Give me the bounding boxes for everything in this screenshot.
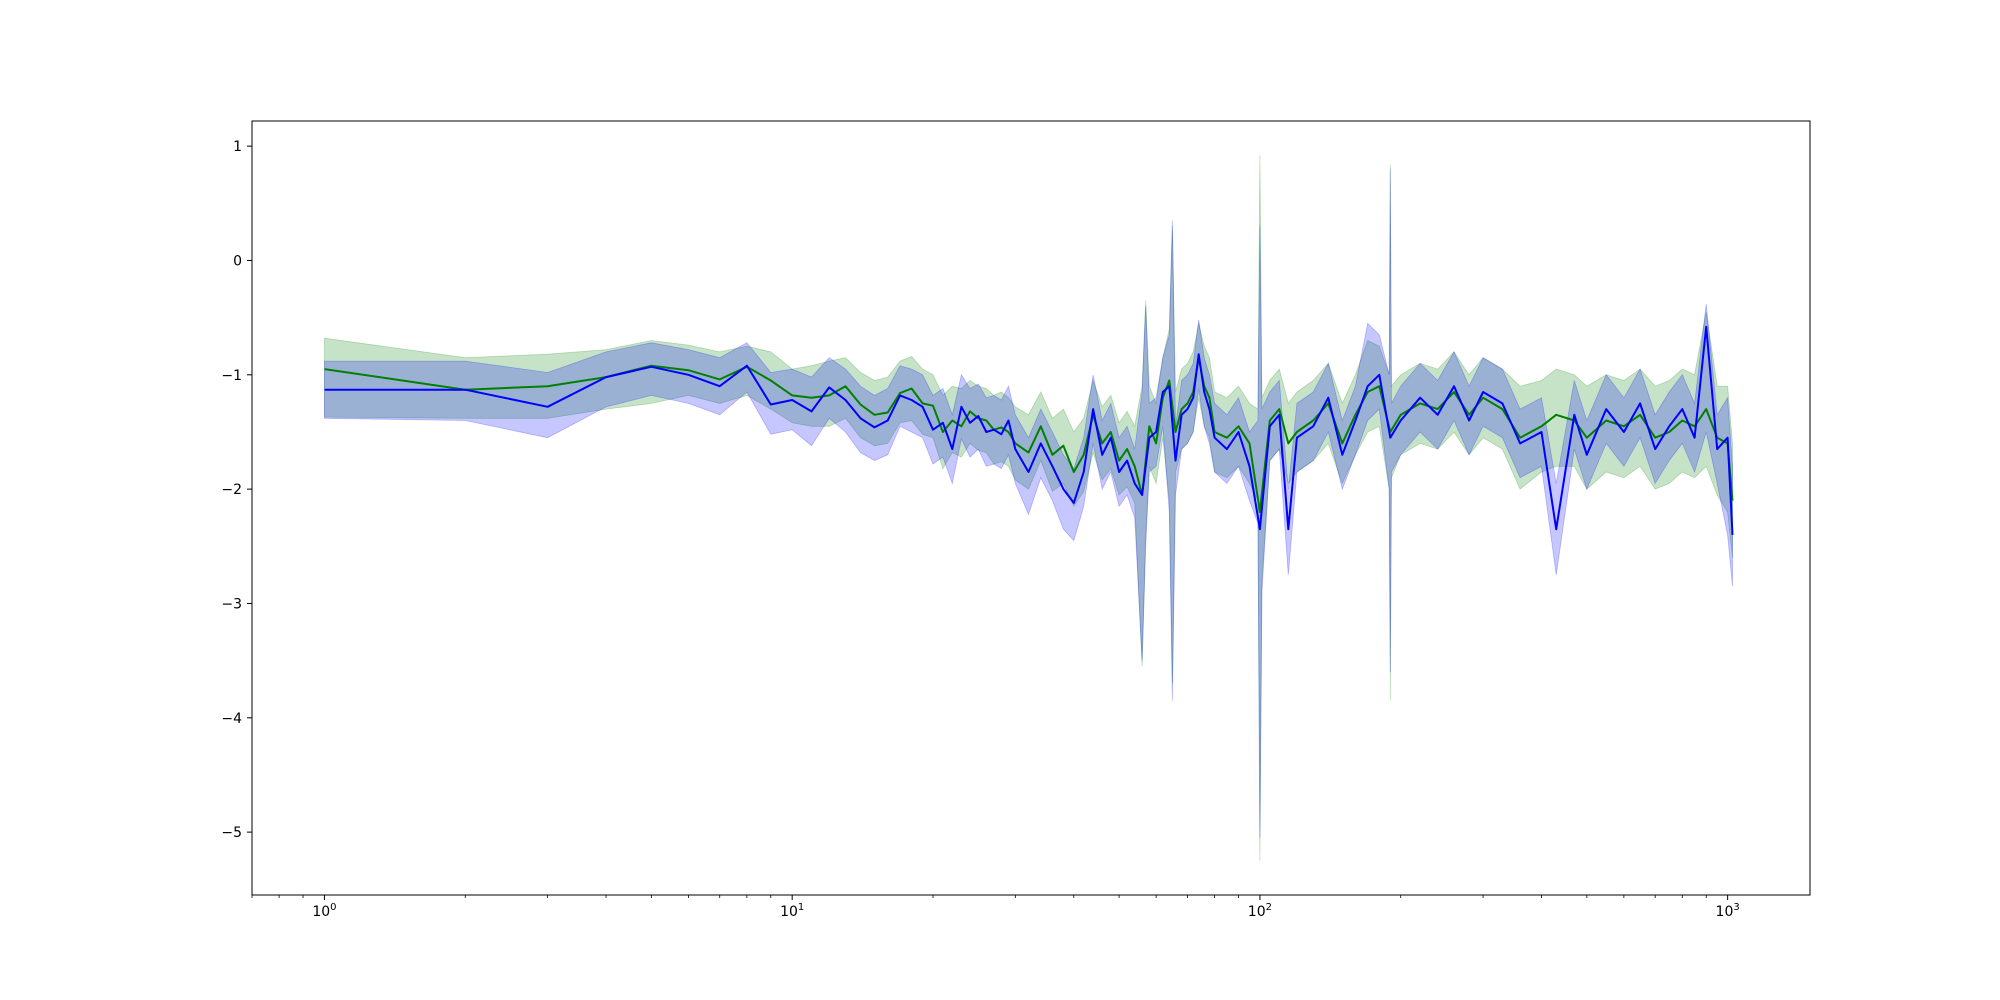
x-tick-label: 100 bbox=[312, 902, 336, 920]
y-tick-label: 1 bbox=[233, 139, 242, 155]
y-tick-label: −3 bbox=[221, 596, 242, 612]
y-axis: 1 0 −1 −2 −3 −4 −5 bbox=[221, 139, 252, 841]
x-tick-label: 103 bbox=[1716, 902, 1740, 920]
plot-frame bbox=[251, 120, 1811, 896]
x-tick-label: 101 bbox=[780, 902, 804, 920]
y-tick-label: −1 bbox=[221, 368, 242, 384]
y-tick-label: −4 bbox=[221, 711, 242, 727]
y-tick-label: −2 bbox=[221, 482, 242, 498]
y-tick-label: −5 bbox=[221, 825, 242, 841]
x-axis: 100 101 102 103 bbox=[251, 895, 1740, 920]
series-2-band bbox=[324, 168, 1733, 838]
series-1-band bbox=[324, 155, 1733, 861]
confidence-bands bbox=[324, 155, 1733, 861]
y-tick-label: 0 bbox=[233, 253, 242, 269]
x-tick-label: 102 bbox=[1248, 902, 1272, 920]
series-2-line bbox=[324, 325, 1734, 535]
series-lines bbox=[324, 325, 1734, 535]
